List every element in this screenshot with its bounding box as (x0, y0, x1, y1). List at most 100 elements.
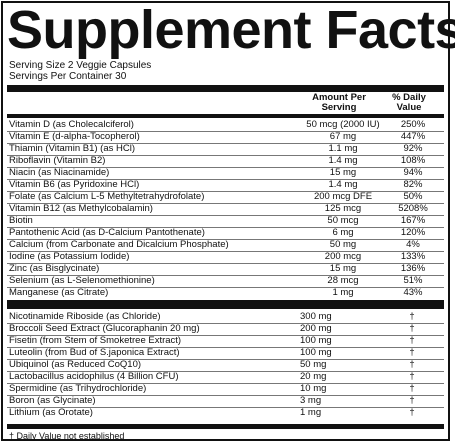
amount-per-serving: 1 mg (300, 407, 322, 418)
table-row: Lithium (as Orotate) 1 mg † (7, 407, 444, 419)
ingredient-name: Ubiquinol (as Reduced CoQ10) (9, 359, 142, 370)
amount-header-line1: Amount Per (312, 92, 366, 103)
amount-per-serving: 6 mg (332, 227, 354, 238)
ingredient-name: Boron (as Glycinate) (9, 395, 96, 406)
thick-divider-bottom (7, 424, 444, 429)
amount-header-line2: Serving (321, 102, 357, 113)
amount-per-serving: 100 mg (300, 347, 332, 358)
table-row: Iodine (as Potassium Iodide) 200 mcg 133% (7, 251, 444, 264)
daily-value: 250% (400, 119, 426, 130)
table-row: Biotin 50 mcg 167% (7, 215, 444, 228)
ingredient-name: Vitamin D (as Cholecalciferol) (9, 119, 134, 130)
ingredient-name: Thiamin (Vitamin B1) (as HCl) (9, 143, 135, 154)
amount-per-serving: 10 mg (300, 383, 327, 394)
ingredient-name: Nicotinamide Riboside (as Chloride) (9, 311, 161, 322)
ingredient-name: Manganese (as Citrate) (9, 287, 109, 298)
ingredient-name: Fisetin (from Stem of Smoketree Extract) (9, 335, 182, 346)
amount-per-serving-header: Amount Per Serving (285, 93, 393, 113)
ingredient-name: Lithium (as Orotate) (9, 407, 93, 418)
amount-per-serving: 50 mg (329, 239, 357, 250)
daily-value: 94% (403, 167, 423, 178)
table-row: Thiamin (Vitamin B1) (as HCl) 1.1 mg 92% (7, 143, 444, 156)
daily-value: 4% (406, 239, 420, 250)
ingredient-name: Folate (as Calcium L-5 Methyltetrahydrof… (9, 191, 205, 202)
daily-value: 82% (403, 179, 423, 190)
amount-per-serving: 67 mg (329, 131, 357, 142)
daily-value: † (409, 347, 415, 358)
amount-per-serving: 1 mg (332, 287, 354, 298)
table-row: Manganese (as Citrate) 1 mg 43% (7, 287, 444, 299)
ingredient-name: Selenium (as L-Selenomethionine) (9, 275, 155, 286)
ingredient-name: Iodine (as Potassium Iodide) (9, 251, 130, 262)
table-row: Niacin (as Niacinamide) 15 mg 94% (7, 167, 444, 180)
table-row: Calcium (from Carbonate and Dicalcium Ph… (7, 239, 444, 252)
amount-per-serving: 1.1 mg (328, 143, 358, 154)
ingredient-name: Spermidine (as Trihydrochloride) (9, 383, 147, 394)
table-row: Broccoli Seed Extract (Glucoraphanin 20 … (7, 323, 444, 336)
table-row: Fisetin (from Stem of Smoketree Extract)… (7, 335, 444, 348)
ingredient-name: Vitamin E (d-alpha-Tocopherol) (9, 131, 140, 142)
servings-per-container: Servings Per Container 30 (9, 71, 127, 82)
ingredient-name: Broccoli Seed Extract (Glucoraphanin 20 … (9, 323, 200, 334)
table-row: Vitamin D (as Cholecalciferol) 50 mcg (20… (7, 119, 444, 132)
table-row: Luteolin (from Bud of S.japonica Extract… (7, 347, 444, 360)
thick-divider-middle (7, 300, 444, 309)
daily-value: † (409, 371, 415, 382)
table-row: Vitamin E (d-alpha-Tocopherol) 67 mg 447% (7, 131, 444, 144)
daily-value: 43% (403, 287, 423, 298)
daily-value: † (409, 395, 415, 406)
daily-value: 5208% (398, 203, 428, 214)
ingredient-name: Luteolin (from Bud of S.japonica Extract… (9, 347, 180, 358)
table-row: Zinc (as Bisglycinate) 15 mg 136% (7, 263, 444, 276)
daily-value: † (409, 335, 415, 346)
table-row: Spermidine (as Trihydrochloride) 10 mg † (7, 383, 444, 396)
daily-value: † (409, 383, 415, 394)
dv-header-line1: % Daily (392, 92, 426, 103)
daily-value: 136% (400, 263, 426, 274)
ingredient-name: Vitamin B12 (as Methylcobalamin) (9, 203, 153, 214)
daily-value: † (409, 311, 415, 322)
amount-per-serving: 125 mcg (324, 203, 362, 214)
daily-value: 50% (403, 191, 423, 202)
amount-per-serving: 50 mcg (2000 IU) (306, 119, 380, 130)
amount-per-serving: 3 mg (300, 395, 322, 406)
header-divider (7, 114, 444, 118)
table-row: Boron (as Glycinate) 3 mg † (7, 395, 444, 408)
daily-value: † (409, 323, 415, 334)
ingredient-name: Riboflavin (Vitamin B2) (9, 155, 106, 166)
amount-per-serving: 100 mg (300, 335, 332, 346)
amount-per-serving: 200 mg (300, 323, 332, 334)
table-row: Pantothenic Acid (as D-Calcium Pantothen… (7, 227, 444, 240)
daily-value: 133% (400, 251, 426, 262)
ingredient-name: Lactobacillus acidophilus (4 Billion CFU… (9, 371, 179, 382)
amount-per-serving: 1.4 mg (328, 155, 358, 166)
amount-per-serving: 300 mg (300, 311, 332, 322)
table-row: Vitamin B6 (as Pyridoxine HCl) 1.4 mg 82% (7, 179, 444, 192)
amount-per-serving: 50 mg (300, 359, 327, 370)
ingredient-name: Calcium (from Carbonate and Dicalcium Ph… (9, 239, 229, 250)
table-row: Vitamin B12 (as Methylcobalamin) 125 mcg 5… (7, 203, 444, 216)
ingredient-name: Biotin (9, 215, 33, 226)
ingredient-name: Pantothenic Acid (as D-Calcium Pantothen… (9, 227, 205, 238)
serving-size: Serving Size 2 Veggie Capsules (9, 60, 152, 71)
ingredient-name: Vitamin B6 (as Pyridoxine HCl) (9, 179, 140, 190)
amount-per-serving: 20 mg (300, 371, 327, 382)
amount-per-serving: 50 mcg (327, 215, 359, 226)
ingredient-name: Niacin (as Niacinamide) (9, 167, 110, 178)
daily-value: 51% (403, 275, 423, 286)
ingredient-name: Zinc (as Bisglycinate) (9, 263, 100, 274)
daily-value: † (409, 359, 415, 370)
panel-title: Supplement Facts (7, 0, 455, 60)
table-row: Ubiquinol (as Reduced CoQ10) 50 mg † (7, 359, 444, 372)
daily-value-header: % Daily Value (375, 93, 443, 113)
amount-per-serving: 200 mcg (324, 251, 362, 262)
daily-value: 447% (400, 131, 426, 142)
daily-value: † (409, 407, 415, 418)
daily-value: 120% (400, 227, 426, 238)
table-row: Folate (as Calcium L-5 Methyltetrahydrof… (7, 191, 444, 204)
table-row: Lactobacillus acidophilus (4 Billion CFU… (7, 371, 444, 384)
daily-value: 108% (400, 155, 426, 166)
footnote: † Daily Value not established (9, 431, 125, 441)
amount-per-serving: 15 mg (329, 263, 357, 274)
